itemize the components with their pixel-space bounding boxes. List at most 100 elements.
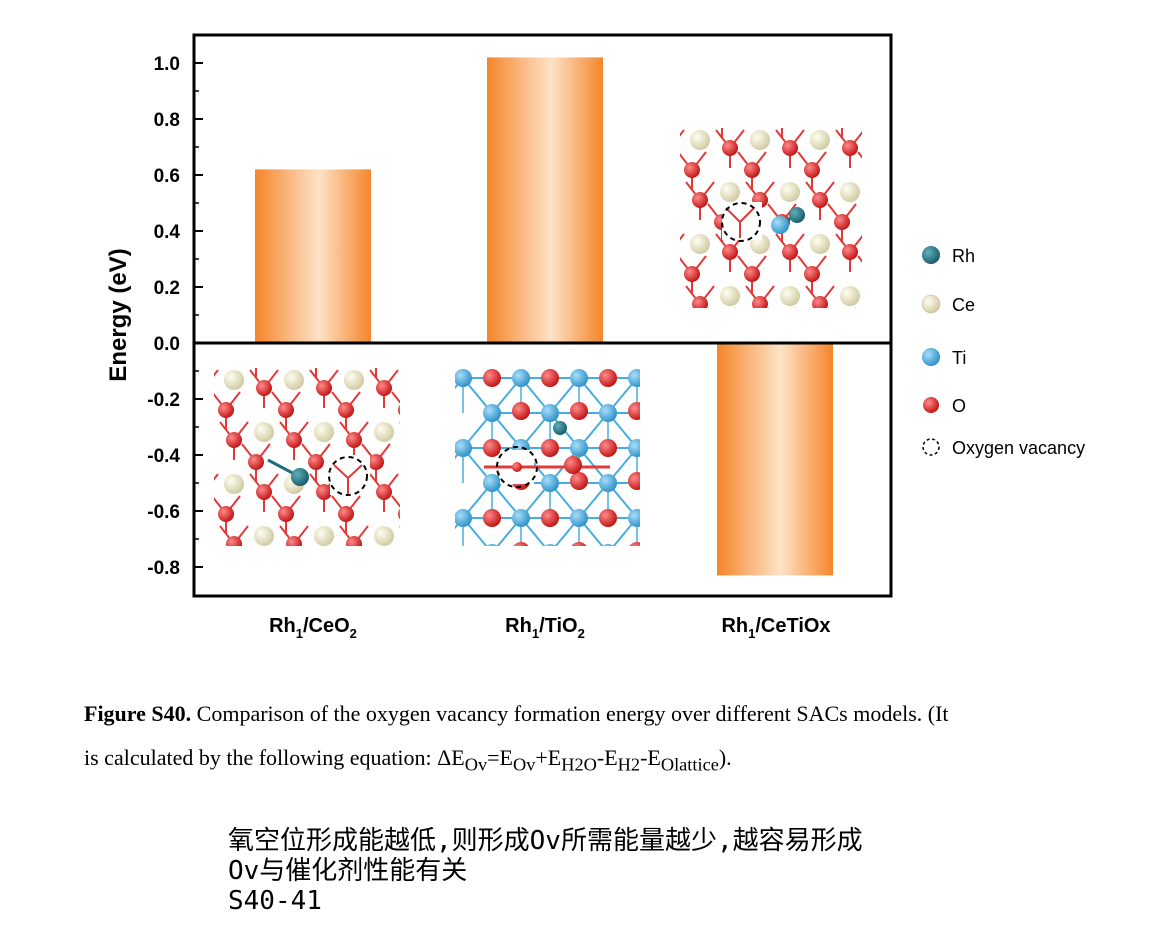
o-atom (248, 350, 264, 366)
o-atom (628, 402, 640, 420)
caption-sub-ov-2: Ov (512, 754, 536, 775)
category-label-rh1-tio2: Rh1/TiO2 (505, 615, 585, 641)
bond (1098, 256, 1112, 274)
o-atom (646, 536, 662, 552)
ce-atom (900, 78, 920, 98)
o-atom (513, 542, 529, 546)
o-atom (541, 369, 559, 387)
ce-atom (194, 422, 214, 442)
bond (670, 370, 684, 388)
o-atom (1014, 318, 1030, 334)
bond (1112, 360, 1126, 378)
bond (828, 100, 842, 118)
o-atom (436, 484, 452, 500)
o-atom (1022, 140, 1038, 156)
o-atom (368, 558, 384, 574)
bond (858, 360, 872, 378)
o-atom (872, 296, 888, 312)
bond (391, 391, 400, 404)
ce-atom (810, 130, 830, 150)
o-atom (676, 484, 692, 500)
ti-atom (657, 544, 675, 562)
bond (918, 152, 932, 170)
caption-sub-h2o: H2O (561, 754, 597, 775)
o-atom (578, 610, 594, 626)
o-atom (1044, 162, 1060, 178)
caption-figure-label: Figure S40. (84, 701, 192, 726)
caption-text-2: is calculated by the following equation:… (84, 745, 465, 770)
bond (654, 318, 668, 336)
bond (970, 130, 984, 148)
o-atom (902, 244, 918, 260)
ce-atom (840, 182, 860, 202)
legend-vacancy-label: Oxygen vacancy (952, 438, 1085, 458)
o-atom (158, 610, 174, 626)
bond (670, 474, 684, 492)
bond (414, 526, 428, 544)
ti-atom (628, 439, 640, 457)
o-atom (483, 509, 501, 527)
y-tick-label: 0.0 (154, 334, 180, 355)
rh-atom (291, 468, 309, 486)
o-atom (458, 610, 474, 626)
ce-atom (870, 234, 890, 254)
o-atom (864, 162, 880, 178)
o-atom (624, 162, 640, 178)
bond (1136, 234, 1150, 252)
bond (734, 307, 736, 308)
o-atom (218, 402, 234, 418)
bond (648, 100, 662, 118)
category-label-rh1-cetiox: Rh1/CeTiOx (721, 615, 830, 641)
o-atom (1104, 162, 1120, 178)
bond (636, 517, 640, 524)
ce-atom (660, 286, 680, 306)
rh1-tio2-structure-image (455, 366, 704, 562)
bond (1106, 286, 1120, 304)
o-atom (782, 140, 798, 156)
o-atom (698, 402, 714, 418)
bond (226, 600, 240, 618)
bond (482, 548, 496, 566)
bond (986, 182, 1000, 200)
ti-atom (541, 404, 559, 422)
o-atom (1142, 140, 1158, 156)
bond (1060, 182, 1074, 200)
bond (242, 548, 256, 566)
bond (1142, 100, 1156, 118)
o-atom (686, 402, 704, 420)
o-atom (992, 192, 1008, 208)
bond (1120, 286, 1134, 304)
o-atom (842, 244, 858, 260)
o-atom (1014, 214, 1030, 230)
ce-atom (314, 526, 334, 546)
bond (586, 600, 600, 618)
bond (399, 526, 400, 528)
bond (970, 338, 984, 356)
bond (684, 370, 698, 388)
bond (152, 600, 166, 618)
o-atom (812, 296, 828, 308)
ti-atom (483, 474, 501, 492)
bond (722, 100, 736, 118)
o-atom (1104, 266, 1120, 282)
o-atom (714, 110, 730, 126)
o-atom (541, 439, 559, 457)
bar-rh1-ceo2 (255, 169, 371, 343)
o-atom (1164, 266, 1173, 282)
bond (1030, 130, 1044, 148)
ce-atom (404, 474, 424, 494)
bond (1142, 308, 1156, 326)
x-category-labels: Rh1/CeO2 Rh1/TiO2 Rh1/CeTiOx (269, 615, 830, 641)
ce-atom (254, 526, 274, 546)
o-atom (962, 140, 978, 156)
bond (430, 578, 444, 596)
ce-atom (644, 370, 664, 390)
bond (794, 307, 796, 308)
bond (1106, 78, 1120, 96)
legend-vacancy-marker (922, 438, 940, 456)
y-tick-label: 1.0 (154, 54, 180, 75)
bond (850, 338, 864, 356)
o-atom (932, 88, 948, 104)
o-atom (1112, 296, 1128, 312)
o-atom (599, 369, 617, 387)
